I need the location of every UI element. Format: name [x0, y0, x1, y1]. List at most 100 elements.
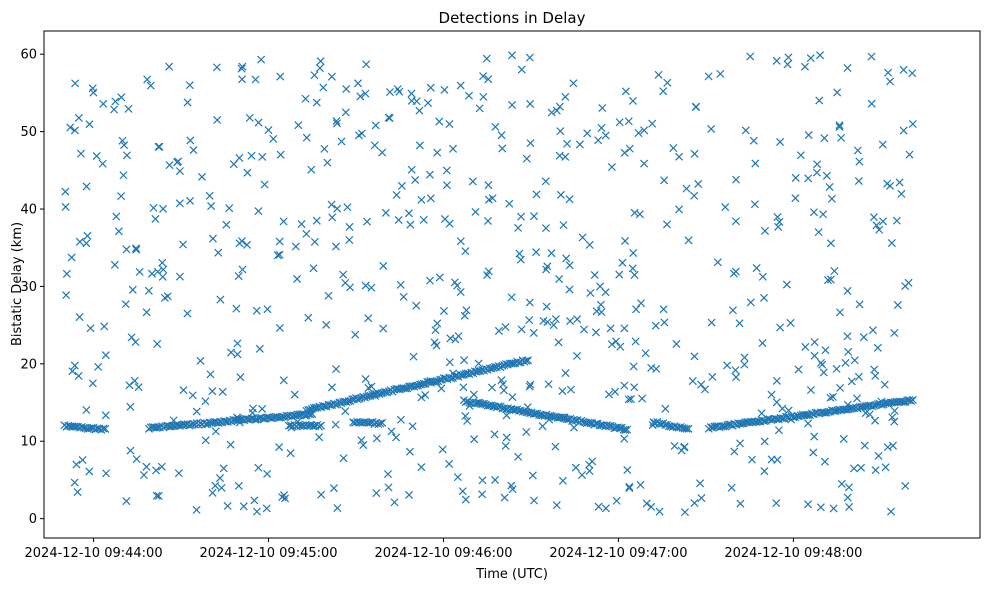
detection-point — [76, 149, 85, 158]
detection-point — [442, 166, 451, 175]
detection-point — [525, 316, 534, 325]
detection-point — [85, 467, 94, 476]
detection-point — [820, 134, 829, 143]
detection-point — [223, 501, 232, 511]
detection-point — [642, 499, 651, 508]
detection-point — [888, 413, 897, 422]
detection-point — [601, 131, 610, 140]
detection-point — [772, 376, 781, 385]
detection-point — [620, 381, 629, 390]
detection-point — [708, 372, 717, 381]
detection-point — [736, 499, 745, 508]
detection-point — [652, 364, 661, 373]
detection-point — [426, 376, 435, 386]
detection-point — [565, 195, 574, 204]
detection-point — [186, 196, 195, 205]
detection-point — [82, 406, 91, 415]
detection-point — [367, 283, 376, 292]
detection-point — [82, 239, 91, 248]
detection-point — [555, 102, 564, 111]
detection-point — [887, 239, 896, 248]
detection-point — [662, 220, 671, 229]
detection-point — [396, 415, 405, 424]
detection-point — [697, 494, 706, 503]
detection-point — [320, 144, 329, 153]
detection-point — [660, 318, 669, 327]
y-tick-label: 20 — [20, 357, 37, 372]
detection-point — [820, 457, 829, 466]
detection-point — [508, 100, 517, 109]
detection-point — [660, 176, 669, 185]
detection-point — [659, 87, 668, 96]
detection-point — [254, 118, 263, 127]
detection-point — [396, 280, 405, 289]
detection-point — [794, 365, 803, 374]
detection-point — [647, 363, 656, 372]
detection-point — [290, 390, 299, 399]
x-tick-label: 2024-12-10 09:45:00 — [199, 546, 337, 561]
detection-point — [412, 301, 421, 310]
detection-point — [361, 281, 370, 290]
detection-point — [630, 208, 639, 217]
detection-point — [837, 133, 846, 142]
detection-point — [867, 99, 876, 108]
detection-point — [598, 103, 607, 113]
detection-point — [353, 79, 363, 88]
detection-point — [124, 104, 133, 113]
y-tick-label: 0 — [29, 512, 37, 527]
detection-point — [630, 270, 639, 279]
detection-point — [456, 237, 465, 246]
detection-point — [690, 191, 699, 200]
detection-point — [462, 306, 471, 315]
detection-point — [878, 217, 888, 226]
detection-point — [364, 383, 373, 392]
detection-point — [713, 258, 722, 267]
detection-point — [514, 223, 523, 232]
detection-point — [874, 451, 883, 460]
detection-point — [502, 433, 511, 442]
detection-point — [174, 157, 183, 166]
detection-point — [101, 424, 110, 433]
detection-point — [835, 121, 844, 130]
detection-point — [433, 319, 442, 328]
detection-point — [483, 216, 492, 226]
detection-point — [886, 77, 895, 86]
detection-point — [746, 298, 755, 307]
detection-point — [376, 419, 385, 428]
detection-point — [730, 447, 739, 456]
detection-point — [555, 275, 564, 284]
detection-point — [408, 422, 417, 431]
detection-point — [498, 144, 507, 153]
detection-point — [463, 416, 472, 425]
detection-point — [854, 176, 863, 186]
detection-point — [516, 255, 525, 264]
detection-point — [417, 393, 426, 402]
detection-point — [675, 152, 684, 161]
detection-point — [908, 119, 917, 129]
detection-point — [464, 91, 473, 100]
plot-area-frame — [43, 30, 981, 539]
detection-point — [884, 68, 893, 77]
detection-point — [850, 356, 859, 365]
detection-point — [735, 319, 744, 328]
detection-point — [415, 141, 424, 150]
detection-point — [135, 267, 144, 276]
detection-point — [341, 407, 350, 416]
detection-point — [456, 288, 465, 297]
detection-point — [276, 150, 285, 159]
detection-point — [75, 313, 84, 322]
detection-point — [623, 425, 632, 434]
detection-point — [343, 203, 352, 212]
detection-point — [263, 469, 272, 478]
detection-point — [125, 381, 134, 390]
detection-point — [361, 375, 370, 384]
detection-point — [741, 126, 750, 135]
detection-point — [291, 242, 300, 251]
detection-point — [175, 272, 184, 281]
detection-point — [132, 245, 141, 254]
detection-point — [478, 490, 487, 499]
detection-point — [597, 308, 606, 317]
detection-point — [99, 99, 108, 108]
detection-point — [618, 258, 627, 267]
detection-point — [682, 424, 691, 433]
